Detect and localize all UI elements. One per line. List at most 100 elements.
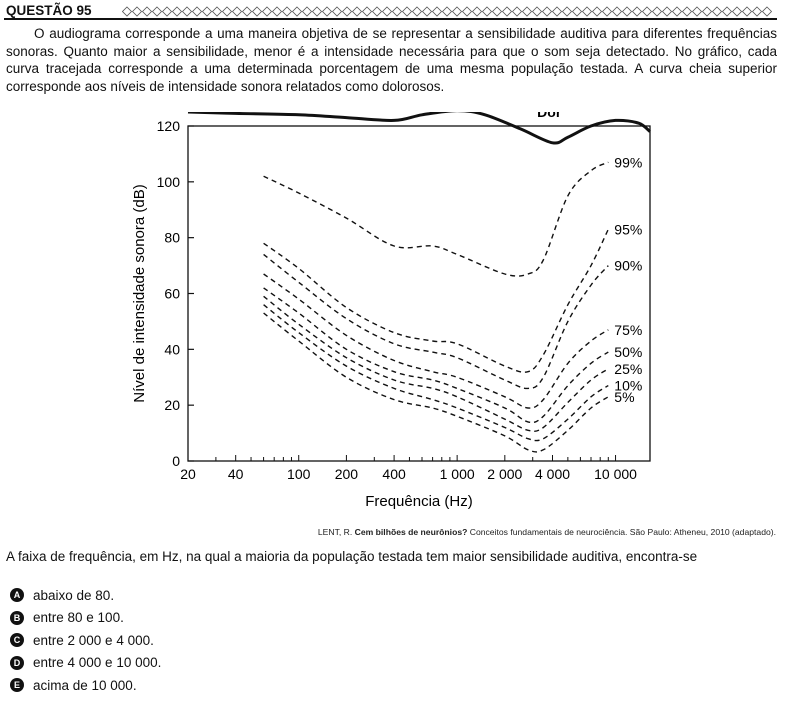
diamond-ornament — [331, 6, 343, 17]
option-a[interactable]: A abaixo de 80. — [10, 584, 161, 607]
series-label-90pct: 90% — [614, 258, 642, 274]
plot-frame — [187, 125, 651, 462]
option-d[interactable]: D entre 4 000 e 10 000. — [10, 652, 161, 675]
option-text: entre 4 000 e 10 000. — [33, 655, 162, 671]
diamond-ornament — [721, 6, 733, 17]
diamond-ornament — [601, 6, 613, 17]
x-tick-label: 40 — [228, 466, 244, 482]
diamond-ornament — [661, 6, 673, 17]
diamond-ornament — [621, 6, 633, 17]
diamond-ornament — [371, 6, 383, 17]
diamond-ornament — [261, 6, 273, 17]
diamond-ornament — [551, 6, 563, 17]
diamond-ornament — [151, 6, 163, 17]
y-tick-label: 60 — [164, 286, 180, 302]
x-tick-label: 200 — [335, 466, 359, 482]
series-line-dor — [187, 112, 651, 145]
option-text: entre 2 000 e 4 000. — [33, 632, 154, 648]
option-text: acima de 10 000. — [33, 677, 137, 693]
diamond-ornament — [571, 6, 583, 17]
diamond-ornament — [561, 6, 573, 17]
diamond-ornament — [471, 6, 483, 17]
diamond-ornament — [191, 6, 203, 17]
diamond-ornament — [161, 6, 173, 17]
option-letter-badge: C — [10, 633, 24, 648]
diamond-ornament — [341, 6, 353, 17]
y-tick-label: 20 — [164, 397, 180, 413]
option-letter-badge: B — [10, 610, 24, 625]
diamond-ornament — [691, 6, 703, 17]
diamond-ornament — [681, 6, 693, 17]
diamond-ornament — [671, 6, 683, 17]
x-tick-label: 400 — [382, 466, 406, 482]
diamond-ornament — [311, 6, 323, 17]
diamond-ornament — [211, 6, 223, 17]
diamond-ornament — [391, 6, 403, 17]
source-rest: Conceitos fundamentais de neurociência. … — [469, 527, 776, 537]
diamond-ornament — [271, 6, 283, 17]
diamond-ornament — [611, 6, 623, 17]
diamond-ornament — [441, 6, 453, 17]
series-label-25pct: 25% — [614, 361, 642, 377]
diamond-ornament — [301, 6, 313, 17]
option-b[interactable]: B entre 80 e 100. — [10, 607, 161, 630]
question-number: QUESTÃO 95 — [6, 3, 92, 18]
intro-text: O audiograma corresponde a uma maneira o… — [6, 26, 777, 94]
y-tick-label: 120 — [157, 118, 181, 134]
option-letter-badge: D — [10, 655, 24, 670]
diamond-ornament — [281, 6, 293, 17]
x-tick-label: 20 — [180, 466, 196, 482]
diamond-ornament — [501, 6, 513, 17]
diamond-ornament — [171, 6, 183, 17]
diamond-ornament — [401, 6, 413, 17]
diamond-ornament — [541, 6, 553, 17]
diamond-ornament — [741, 6, 753, 17]
diamond-ornament — [701, 6, 713, 17]
diamond-ornament — [181, 6, 193, 17]
diamond-ornament — [241, 6, 253, 17]
diamond-ornament — [711, 6, 723, 17]
series-label-5pct: 5% — [614, 389, 634, 405]
diamond-ornament — [231, 6, 243, 17]
diamond-ornament — [591, 6, 603, 17]
x-tick-label: 1 000 — [440, 466, 475, 482]
chart-series-labels: Dor 99% 95% 90% 75% 50%25%10%5% — [537, 112, 642, 405]
header-divider — [4, 18, 777, 20]
series-line-99pct — [263, 161, 609, 277]
diamond-ornament — [421, 6, 433, 17]
series-line-25pct — [263, 295, 609, 432]
y-axis-label: Nível de intensidade sonora (dB) — [131, 184, 148, 402]
option-e[interactable]: E acima de 10 000. — [10, 674, 161, 697]
diamond-ornament — [461, 6, 473, 17]
diamond-ornament — [751, 6, 763, 17]
x-tick-label: 4 000 — [535, 466, 570, 482]
y-tick-label: 80 — [164, 230, 180, 246]
question-intro: O audiograma corresponde a uma maneira o… — [6, 25, 777, 95]
diamond-ornament — [251, 6, 263, 17]
option-letter-badge: A — [10, 588, 24, 603]
option-c[interactable]: C entre 2 000 e 4 000. — [10, 629, 161, 652]
option-letter-badge: E — [10, 678, 24, 693]
diamond-ornament — [491, 6, 503, 17]
y-tick-label: 0 — [172, 453, 180, 469]
series-line-90pct — [263, 253, 609, 390]
diamond-ornament — [631, 6, 643, 17]
answer-options: A abaixo de 80. B entre 80 e 100. C entr… — [10, 584, 161, 697]
diamond-ornament — [641, 6, 653, 17]
diamond-ornament — [131, 6, 143, 17]
x-tick-label: 10 000 — [594, 466, 637, 482]
series-label-99pct: 99% — [614, 154, 642, 170]
diamond-ornament — [511, 6, 523, 17]
question-prompt: A faixa de frequência, em Hz, na qual a … — [6, 549, 698, 564]
x-tick-label: 100 — [287, 466, 311, 482]
diamond-ornament — [521, 6, 533, 17]
diamond-ornament — [431, 6, 443, 17]
series-label-95pct: 95% — [614, 221, 642, 237]
diamond-ornament — [321, 6, 333, 17]
diamond-ornament — [201, 6, 213, 17]
y-tick-label: 100 — [157, 174, 181, 190]
diamond-ornament — [411, 6, 423, 17]
option-text: abaixo de 80. — [33, 587, 115, 603]
